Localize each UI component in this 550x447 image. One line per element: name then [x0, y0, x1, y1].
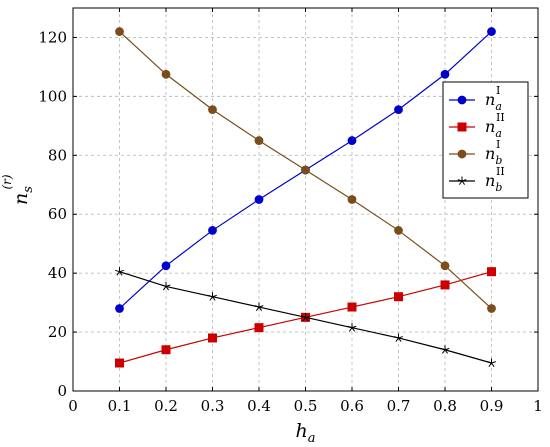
data-point [208, 105, 217, 115]
x-axis-label-sub: a [308, 431, 316, 446]
y-tick-label: 120 [38, 28, 67, 46]
data-point [394, 105, 403, 115]
data-point [208, 292, 217, 301]
data-point [208, 226, 217, 235]
x-tick-label: 0.7 [387, 397, 411, 415]
data-point [440, 261, 450, 271]
legend-marker [457, 95, 467, 105]
y-tick-label: 20 [48, 323, 67, 341]
y-tick-label: 60 [48, 205, 67, 223]
x-axis-label: ha [295, 420, 315, 446]
data-point [440, 280, 450, 290]
y-axis-label-sup: (r) [0, 174, 14, 189]
x-tick-label: 0.4 [247, 397, 271, 415]
axis-ticks: 0 0.1 0.2 0.3 0.4 0.5 0.6 0.7 0.8 0.9 1 0 20 40 60 80 10… [38, 8, 543, 415]
svg-text:ns: ns [10, 186, 36, 205]
legend-entry: naI [449, 84, 502, 113]
data-point [347, 195, 357, 204]
legend-marker [457, 122, 467, 132]
data-point [301, 312, 310, 322]
data-point [208, 333, 217, 343]
legend-label-sup: II [496, 111, 505, 124]
series-n-b-I [115, 27, 496, 313]
data-point [254, 302, 264, 311]
legend-box [442, 81, 529, 199]
data-point [347, 136, 357, 145]
data-point [440, 345, 450, 354]
x-tick-label: 0 [68, 397, 78, 415]
data-point [115, 267, 124, 276]
data-point [487, 267, 496, 277]
x-tick-label: 0.5 [294, 397, 318, 415]
data-point [115, 304, 124, 313]
series-layer [115, 27, 496, 368]
data-point [301, 165, 310, 175]
series-n-b-II [115, 267, 496, 367]
legend-label-sup: I [496, 138, 500, 151]
legend-entry: nbI [449, 138, 502, 167]
data-point [254, 136, 264, 145]
data-point [347, 302, 357, 312]
y-tick-label: 40 [48, 264, 67, 282]
y-tick-label: 100 [38, 87, 67, 105]
data-point [115, 358, 124, 368]
data-point [115, 27, 124, 36]
data-point [487, 304, 496, 313]
x-tick-label: 0.2 [154, 397, 178, 415]
legend-label-sup: II [496, 165, 505, 178]
svg-text:(r): (r) [0, 174, 14, 189]
data-point [394, 333, 403, 342]
data-point [487, 27, 496, 36]
y-axis-label-base: n [10, 193, 32, 205]
y-axis-label: ns (r) [0, 174, 36, 205]
grid-lines [73, 8, 538, 391]
x-tick-label: 0.9 [480, 397, 504, 415]
data-point [394, 292, 403, 302]
data-point [161, 69, 171, 79]
legend-label: na [485, 117, 502, 140]
data-point [161, 261, 171, 271]
y-tick-label: 80 [48, 146, 67, 164]
y-axis-label-sub: s [21, 186, 36, 193]
x-tick-label: 0.1 [108, 397, 132, 415]
data-point [440, 69, 450, 79]
x-axis-label-base: h [295, 420, 307, 442]
data-point [161, 345, 171, 355]
data-point [347, 323, 357, 332]
data-point [254, 323, 264, 333]
data-point [487, 358, 496, 367]
data-point [394, 226, 403, 235]
y-tick-label: 0 [57, 382, 67, 400]
x-tick-label: 1 [533, 397, 543, 415]
x-tick-label: 0.3 [201, 397, 225, 415]
legend-marker [457, 176, 467, 185]
data-point [161, 281, 171, 291]
x-tick-label: 0.8 [433, 397, 457, 415]
legend-label: nb [485, 171, 502, 194]
data-point [254, 195, 264, 204]
legend-label: nb [485, 144, 502, 167]
legend-label-sup: I [496, 84, 500, 97]
x-tick-label: 0.6 [340, 397, 364, 415]
legend-label: na [485, 90, 502, 113]
legend-marker [457, 149, 467, 159]
